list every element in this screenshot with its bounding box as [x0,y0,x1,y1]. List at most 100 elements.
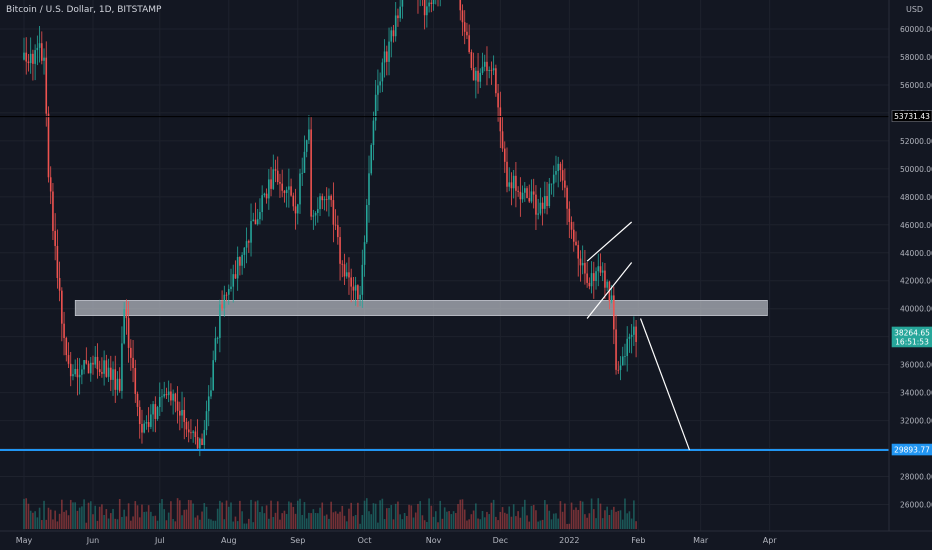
price-tick-label: 50000.00 [900,165,932,174]
volume-bar [584,514,586,529]
volume-bar [261,506,263,529]
volume-bar [47,507,50,529]
drawing-layer[interactable] [74,300,768,316]
candle-body [303,151,306,173]
candle-layer[interactable] [23,0,637,457]
candle-body [34,50,36,64]
candle-body [283,190,286,194]
volume-bar [239,500,241,529]
volume-bar [568,523,571,529]
candle-body [599,266,602,273]
volume-bar [52,519,54,529]
candle-body [205,411,208,431]
volume-bar [250,499,252,529]
candle-body [330,195,332,201]
time-axis-panel[interactable] [0,531,932,550]
volume-bar [441,518,444,529]
volume-bar [490,502,493,529]
volume-bar [130,520,132,529]
currency-label[interactable]: USD [906,5,924,14]
candle-body [619,365,622,371]
candle-body [227,289,230,295]
volume-bar [201,511,203,529]
support-price-label-box [891,443,932,456]
candle-body [401,0,404,7]
candle-body [394,15,397,37]
annotation-lines-layer[interactable] [0,116,889,452]
volume-bar [397,501,399,529]
volume-bar [570,502,573,529]
candle-body [123,309,125,344]
candle-body [285,189,288,194]
candle-body [49,177,52,192]
volume-bar [406,515,408,529]
candle-body [45,57,48,114]
volume-bar [212,520,214,529]
candle-body [274,169,277,171]
volume-bar [268,518,270,529]
volume-bar [317,513,319,529]
candle-body [581,262,584,266]
candle-body [461,10,464,23]
candle-body [535,194,537,215]
volume-bar [334,511,337,529]
candle-body [490,69,493,71]
volume-bar [134,501,137,529]
volume-bar [419,501,421,529]
candle-body [486,61,488,71]
candle-body [236,257,239,279]
volume-bar [555,513,557,529]
volume-bar [294,513,297,529]
price-tick-label: 52000.00 [900,137,932,146]
candle-body [532,191,535,195]
time-axis[interactable]: May Jun Jul Aug Sep Oct Nov Dec 2022 Feb Mar Apr [16,536,778,545]
volume-bar [359,523,361,529]
symbol-title[interactable]: Bitcoin / U.S. Dollar, 1D, BITSTAMP [6,5,162,15]
volume-bar [285,513,288,529]
volume-bar [548,510,551,529]
volume-bar [154,515,157,529]
time-tick-label: Aug [221,536,237,545]
volume-bar [310,513,312,529]
candle-body [116,378,119,390]
price-axis-panel[interactable] [889,0,932,531]
volume-bar [503,512,506,529]
candle-body [221,304,223,309]
candle-body [112,369,114,380]
volume-bar [586,517,588,529]
candle-body [590,273,593,287]
candle-body [203,430,206,445]
volume-bar [575,507,577,529]
candle-body [219,304,221,338]
volume-bar [263,513,266,529]
volume-bar [279,519,281,529]
volume-bar [36,517,39,529]
volume-bar [290,502,292,529]
volume-bar [470,514,473,529]
candle-body [397,15,399,19]
candle-body [201,438,203,445]
candle-body [52,191,54,231]
volume-bar [401,519,404,529]
volume-bar [241,511,243,529]
candle-body [341,263,344,265]
volume-bar [158,503,161,529]
volume-bar [219,500,221,529]
candle-body [130,347,132,358]
volume-bar [207,518,210,529]
candle-body [519,191,522,200]
volume-bar [163,509,166,529]
candle-body [475,70,477,81]
volume-bar [557,518,559,529]
volume-bar [78,507,81,529]
candle-body [78,374,81,378]
candle-body [481,66,484,73]
candle-body [610,295,613,302]
volume-bar [539,520,542,529]
candle-body [477,70,479,82]
volume-bar [365,498,368,529]
volume-bar [283,510,286,529]
candle-body [98,369,101,373]
